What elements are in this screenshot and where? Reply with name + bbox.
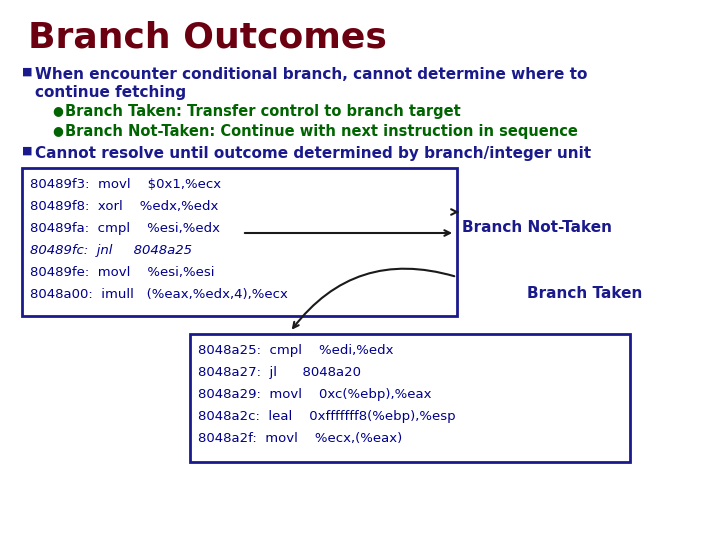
Text: Branch Not-Taken: Continue with next instruction in sequence: Branch Not-Taken: Continue with next ins… [65,124,578,139]
Text: 8048a00:  imull   (%eax,%edx,4),%ecx: 8048a00: imull (%eax,%edx,4),%ecx [30,288,288,301]
FancyBboxPatch shape [22,168,457,316]
Text: ●: ● [52,124,63,137]
Text: 80489fc:  jnl     8048a25: 80489fc: jnl 8048a25 [30,244,192,257]
Text: Cannot resolve until outcome determined by branch/integer unit: Cannot resolve until outcome determined … [35,146,591,161]
Text: 80489f8:  xorl    %edx,%edx: 80489f8: xorl %edx,%edx [30,200,218,213]
Text: Branch Not-Taken: Branch Not-Taken [462,220,612,235]
Text: continue fetching: continue fetching [35,85,186,100]
Text: 8048a2f:  movl    %ecx,(%eax): 8048a2f: movl %ecx,(%eax) [198,432,402,445]
Text: When encounter conditional branch, cannot determine where to: When encounter conditional branch, canno… [35,67,588,82]
Text: ●: ● [52,104,63,117]
Text: Branch Outcomes: Branch Outcomes [28,20,387,54]
FancyBboxPatch shape [190,334,630,462]
Text: 8048a27:  jl      8048a20: 8048a27: jl 8048a20 [198,366,361,379]
Text: 8048a2c:  leal    0xfffffff8(%ebp),%esp: 8048a2c: leal 0xfffffff8(%ebp),%esp [198,410,456,423]
Text: 80489fa:  cmpl    %esi,%edx: 80489fa: cmpl %esi,%edx [30,222,220,235]
Text: Branch Taken: Transfer control to branch target: Branch Taken: Transfer control to branch… [65,104,461,119]
Text: ■: ■ [22,67,32,77]
Text: Branch Taken: Branch Taken [527,286,642,301]
Text: 8048a25:  cmpl    %edi,%edx: 8048a25: cmpl %edi,%edx [198,344,394,357]
Text: ■: ■ [22,146,32,156]
Text: 80489fe:  movl    %esi,%esi: 80489fe: movl %esi,%esi [30,266,215,279]
Text: 8048a29:  movl    0xc(%ebp),%eax: 8048a29: movl 0xc(%ebp),%eax [198,388,431,401]
Text: 80489f3:  movl    $0x1,%ecx: 80489f3: movl $0x1,%ecx [30,178,221,191]
